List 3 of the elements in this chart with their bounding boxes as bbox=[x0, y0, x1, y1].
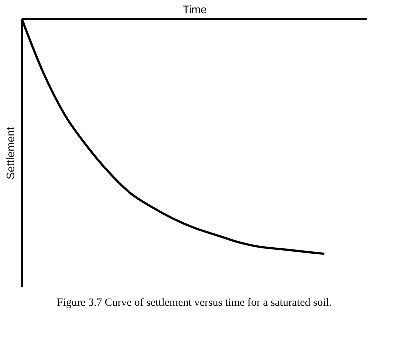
y-axis-title: Settlement bbox=[6, 127, 18, 180]
caption: Figure 3.7 Curve of settlement versus time for a saturated soil. bbox=[57, 297, 332, 309]
x-axis-title: Time bbox=[182, 4, 208, 16]
